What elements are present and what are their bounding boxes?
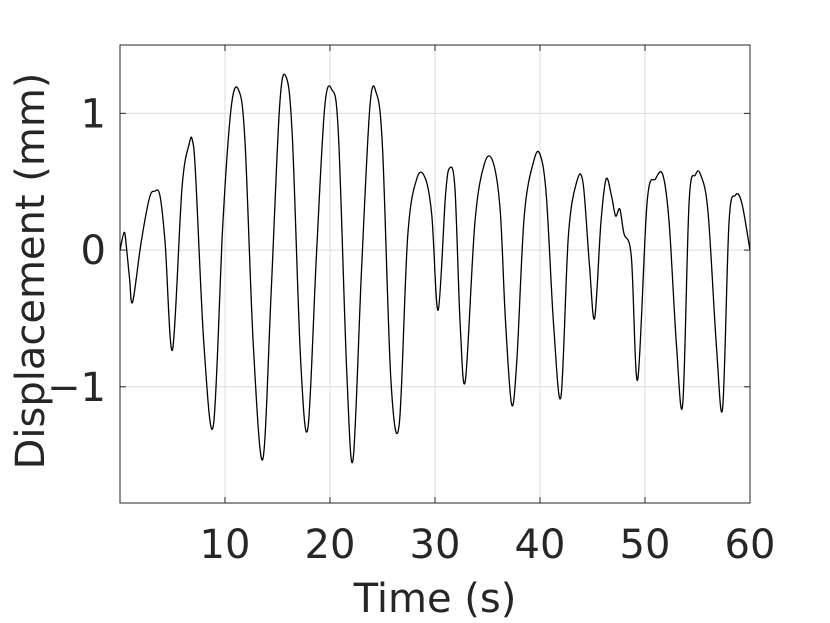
x-tick-label: 30 (410, 522, 461, 568)
x-axis-title: Time (s) (353, 576, 517, 622)
axis-ticks (120, 45, 751, 503)
y-axis-title: Displacement (mm) (8, 73, 54, 470)
y-tick-label: 1 (81, 91, 106, 137)
x-tick-label: 40 (515, 522, 566, 568)
y-tick-label: −1 (47, 365, 106, 411)
series-line (119, 73, 751, 464)
x-tick-label: 20 (305, 522, 356, 568)
x-tick-label: 50 (620, 522, 671, 568)
x-tick-label: 10 (200, 522, 251, 568)
x-tick-label: 60 (725, 522, 776, 568)
y-tick-label: 0 (81, 228, 106, 274)
